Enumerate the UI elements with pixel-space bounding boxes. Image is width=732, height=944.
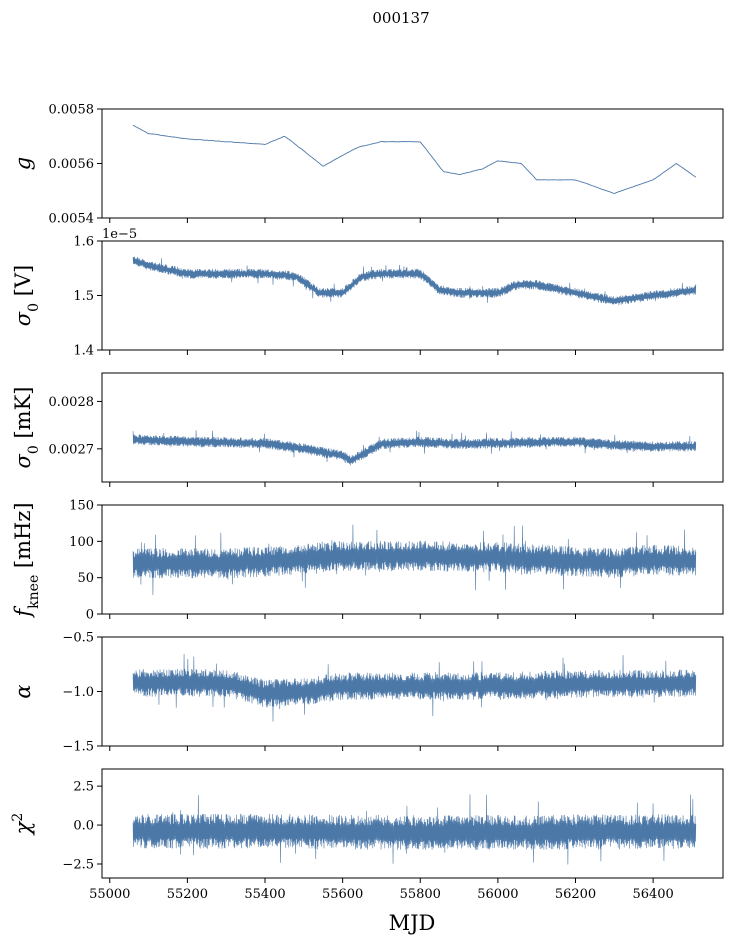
subplot-alpha: −1.5 −1.0 −0.5 α — [11, 631, 724, 755]
y-axis-label-unit: [mHz] — [11, 502, 35, 574]
y-axis-label-sigma0_mk: σ0 [mK] — [11, 387, 42, 469]
y-axis-label-symbol: χ — [11, 820, 35, 836]
y-axis-label-chi2: χ2 — [10, 813, 35, 837]
series-line-sigma0_v — [132, 256, 697, 306]
y-offset-text-sigma0_v: 1e−5 — [102, 227, 137, 242]
subplot-sigma0_mk: 0.0027 0.0028 σ0 [mK] — [11, 372, 724, 487]
series-line-alpha — [132, 653, 697, 722]
y-axis-label-unit: [V] — [11, 265, 35, 303]
y-tick-label-g: 0.0056 — [49, 157, 95, 172]
y-tick-label-g: 0.0058 — [49, 103, 95, 118]
y-axis-label-subscript: 0 — [26, 303, 42, 312]
series-line-chi2 — [132, 794, 697, 865]
axes-frame-fknee — [101, 504, 724, 615]
figure-title: 000137 — [372, 9, 429, 27]
y-axis-label-subscript: 0 — [26, 445, 42, 454]
y-tick-label-alpha: −1.0 — [62, 685, 94, 700]
subplot-g: 0.0054 0.0056 0.0058 g — [11, 103, 724, 227]
y-axis-label-symbol: f — [11, 606, 35, 619]
subplot-sigma0_v: 1.4 1.5 1.6 1e−5 σ0 [V] — [11, 227, 724, 359]
y-tick-label-sigma0_v: 1.6 — [73, 235, 94, 250]
y-axis-label-fknee: fknee [mHz] — [11, 502, 42, 618]
y-tick-label-chi2: −2.5 — [62, 857, 94, 872]
y-tick-label-chi2: 0.0 — [73, 819, 94, 834]
series-line-sigma0_mk — [132, 430, 697, 466]
axes-frame-sigma0_v — [101, 240, 724, 351]
y-axis-label-symbol: α — [11, 684, 35, 698]
x-tick-label: 56000 — [477, 887, 518, 902]
x-tick-label: 55800 — [400, 887, 441, 902]
x-tick-label: 55400 — [244, 887, 285, 902]
y-tick-label-chi2: 2.5 — [73, 780, 94, 795]
y-axis-label-subscript: knee — [26, 575, 42, 609]
y-tick-label-fknee: 50 — [77, 571, 94, 586]
subplot-chi2: −2.5 0.0 2.5 55000 55200 55400 55600 55800 56000… — [10, 768, 724, 902]
series-line-g — [132, 124, 697, 194]
axes-frame-g — [101, 108, 724, 219]
y-axis-label-unit: [mK] — [11, 387, 35, 446]
y-axis-label-g: g — [11, 157, 35, 170]
y-tick-label-fknee: 100 — [69, 535, 94, 550]
y-tick-label-alpha: −1.5 — [62, 740, 94, 755]
y-axis-label-symbol: σ — [11, 311, 35, 326]
y-tick-label-alpha: −0.5 — [62, 631, 94, 646]
axes-frame-chi2 — [101, 768, 724, 879]
y-tick-label-g: 0.0054 — [49, 212, 95, 227]
y-axis-label-symbol: σ — [11, 453, 35, 468]
x-tick-label: 55600 — [322, 887, 363, 902]
subplot-fknee: 0 50 100 150 fknee [mHz] — [11, 499, 724, 623]
y-axis-label-superscript: 2 — [10, 813, 26, 822]
y-tick-label-fknee: 0 — [86, 608, 94, 623]
y-axis-label-sigma0_v: σ0 [V] — [11, 265, 42, 327]
axes-frame-sigma0_mk — [101, 372, 724, 483]
x-tick-label: 56400 — [632, 887, 673, 902]
y-tick-label-sigma0_mk: 0.0028 — [49, 395, 95, 410]
y-tick-label-sigma0_v: 1.5 — [73, 289, 94, 304]
y-tick-label-sigma0_mk: 0.0027 — [49, 442, 95, 457]
y-tick-label-fknee: 150 — [69, 499, 94, 514]
y-axis-label-alpha: α — [11, 684, 35, 698]
y-axis-label-symbol: g — [11, 157, 35, 170]
x-tick-label: 55200 — [167, 887, 208, 902]
x-tick-label: 56200 — [555, 887, 596, 902]
series-line-fknee — [132, 524, 697, 596]
y-tick-label-sigma0_v: 1.4 — [73, 344, 94, 359]
x-axis-label: MJD — [389, 911, 436, 935]
x-tick-label: 55000 — [89, 887, 130, 902]
